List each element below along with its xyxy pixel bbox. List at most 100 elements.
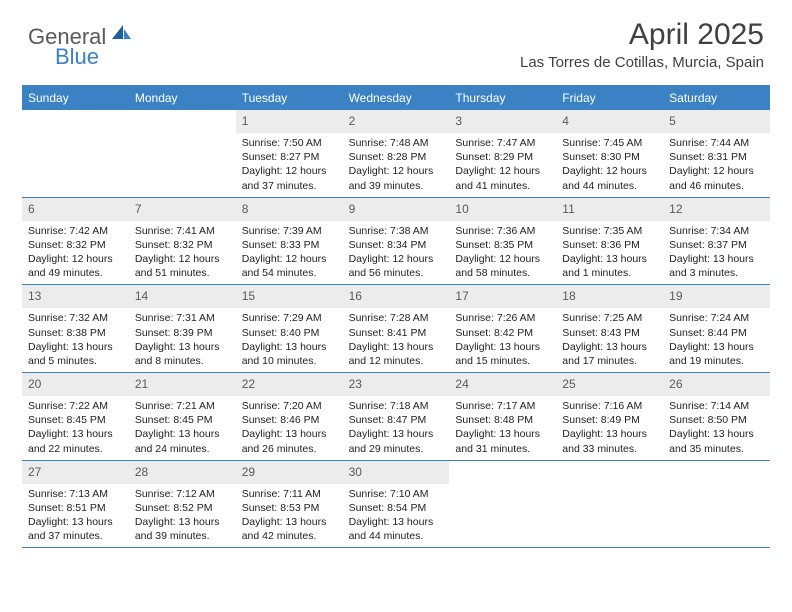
daynum-row: 3 — [449, 110, 556, 133]
day-number: 21 — [135, 377, 148, 391]
day-cell: 16 Sunrise: 7:28 AMSunset: 8:41 PMDayligh… — [343, 285, 450, 372]
day-cell: 12 Sunrise: 7:34 AMSunset: 8:37 PMDayligh… — [663, 198, 770, 285]
day-info: Sunrise: 7:34 AMSunset: 8:37 PMDaylight:… — [663, 221, 770, 285]
day-header-row: SundayMondayTuesdayWednesdayThursdayFrid… — [22, 87, 770, 110]
day-cell: 25 Sunrise: 7:16 AMSunset: 8:49 PMDayligh… — [556, 373, 663, 460]
day-number: 1 — [242, 114, 249, 128]
day-cell: 29Sunrise: 7:11 AMSunset: 8:53 PMDayligh… — [236, 461, 343, 548]
day-number: 8 — [242, 202, 249, 216]
day-number: 19 — [669, 289, 682, 303]
page-title: April 2025 — [520, 18, 764, 52]
title-block: April 2025 Las Torres de Cotillas, Murci… — [520, 18, 764, 71]
day-number: 28 — [135, 465, 148, 479]
day-number: 14 — [135, 289, 148, 303]
day-header: Friday — [556, 87, 663, 110]
day-cell: 11 Sunrise: 7:35 AMSunset: 8:36 PMDayligh… — [556, 198, 663, 285]
daynum-row: 30 — [343, 461, 450, 484]
day-number: 15 — [242, 289, 255, 303]
calendar: SundayMondayTuesdayWednesdayThursdayFrid… — [22, 85, 770, 548]
daynum-row: 1 — [236, 110, 343, 133]
day-number: 12 — [669, 202, 682, 216]
day-cell: 20Sunrise: 7:22 AMSunset: 8:45 PMDayligh… — [22, 373, 129, 460]
day-cell: 2 Sunrise: 7:48 AMSunset: 8:28 PMDaylight… — [343, 110, 450, 197]
day-number: 2 — [349, 114, 356, 128]
day-cell: 4Sunrise: 7:45 AMSunset: 8:30 PMDaylight… — [556, 110, 663, 197]
day-cell — [449, 461, 556, 548]
day-info: Sunrise: 7:31 AMSunset: 8:39 PMDaylight:… — [129, 308, 236, 372]
daynum-row: 20 — [22, 373, 129, 396]
day-cell: 14 Sunrise: 7:31 AMSunset: 8:39 PMDayligh… — [129, 285, 236, 372]
daynum-row: 23 — [343, 373, 450, 396]
daynum-row: 4 — [556, 110, 663, 133]
day-info: Sunrise: 7:10 AMSunset: 8:54 PMDaylight:… — [343, 484, 450, 548]
week-row: 6 Sunrise: 7:42 AMSunset: 8:32 PMDaylight… — [22, 198, 770, 286]
week-row: 1Sunrise: 7:50 AMSunset: 8:27 PMDaylight… — [22, 110, 770, 198]
day-info: Sunrise: 7:29 AMSunset: 8:40 PMDaylight:… — [236, 308, 343, 372]
day-cell: 17Sunrise: 7:26 AMSunset: 8:42 PMDayligh… — [449, 285, 556, 372]
day-info: Sunrise: 7:21 AMSunset: 8:45 PMDaylight:… — [129, 396, 236, 460]
day-info: Sunrise: 7:11 AMSunset: 8:53 PMDaylight:… — [236, 484, 343, 548]
day-number: 30 — [349, 465, 362, 479]
day-cell: 9Sunrise: 7:38 AMSunset: 8:34 PMDaylight… — [343, 198, 450, 285]
day-number: 3 — [455, 114, 462, 128]
daynum-row: 17 — [449, 285, 556, 308]
day-cell: 19Sunrise: 7:24 AMSunset: 8:44 PMDayligh… — [663, 285, 770, 372]
day-info: Sunrise: 7:48 AMSunset: 8:28 PMDaylight:… — [343, 133, 450, 197]
day-info: Sunrise: 7:16 AMSunset: 8:49 PMDaylight:… — [556, 396, 663, 460]
day-number: 25 — [562, 377, 575, 391]
sail-icon — [109, 23, 133, 48]
day-info: Sunrise: 7:41 AMSunset: 8:32 PMDaylight:… — [129, 221, 236, 285]
day-number: 5 — [669, 114, 676, 128]
day-header: Saturday — [663, 87, 770, 110]
daynum-row: 25 — [556, 373, 663, 396]
day-info: Sunrise: 7:28 AMSunset: 8:41 PMDaylight:… — [343, 308, 450, 372]
day-info: Sunrise: 7:35 AMSunset: 8:36 PMDaylight:… — [556, 221, 663, 285]
daynum-row: 12 — [663, 198, 770, 221]
daynum-row: 22 — [236, 373, 343, 396]
day-cell: 1Sunrise: 7:50 AMSunset: 8:27 PMDaylight… — [236, 110, 343, 197]
daynum-row: 19 — [663, 285, 770, 308]
day-cell: 22Sunrise: 7:20 AMSunset: 8:46 PMDayligh… — [236, 373, 343, 460]
day-cell: 21 Sunrise: 7:21 AMSunset: 8:45 PMDayligh… — [129, 373, 236, 460]
daynum-row: 11 — [556, 198, 663, 221]
week-row: 20Sunrise: 7:22 AMSunset: 8:45 PMDayligh… — [22, 373, 770, 461]
daynum-row: 9 — [343, 198, 450, 221]
day-header: Tuesday — [236, 87, 343, 110]
day-cell: 28 Sunrise: 7:12 AMSunset: 8:52 PMDayligh… — [129, 461, 236, 548]
day-info: Sunrise: 7:13 AMSunset: 8:51 PMDaylight:… — [22, 484, 129, 548]
day-number: 11 — [562, 202, 574, 216]
day-number: 6 — [28, 202, 35, 216]
day-cell: 24Sunrise: 7:17 AMSunset: 8:48 PMDayligh… — [449, 373, 556, 460]
weeks-container: 1Sunrise: 7:50 AMSunset: 8:27 PMDaylight… — [22, 110, 770, 548]
day-header: Monday — [129, 87, 236, 110]
day-info: Sunrise: 7:39 AMSunset: 8:33 PMDaylight:… — [236, 221, 343, 285]
day-cell: 15 Sunrise: 7:29 AMSunset: 8:40 PMDayligh… — [236, 285, 343, 372]
daynum-row: 10 — [449, 198, 556, 221]
daynum-row: 29 — [236, 461, 343, 484]
day-info: Sunrise: 7:17 AMSunset: 8:48 PMDaylight:… — [449, 396, 556, 460]
day-number: 27 — [28, 465, 41, 479]
day-info: Sunrise: 7:42 AMSunset: 8:32 PMDaylight:… — [22, 221, 129, 285]
daynum-row: 14 — [129, 285, 236, 308]
day-info: Sunrise: 7:12 AMSunset: 8:52 PMDaylight:… — [129, 484, 236, 548]
day-cell: 10Sunrise: 7:36 AMSunset: 8:35 PMDayligh… — [449, 198, 556, 285]
day-number: 13 — [28, 289, 41, 303]
week-row: 13 Sunrise: 7:32 AMSunset: 8:38 PMDayligh… — [22, 285, 770, 373]
day-info: Sunrise: 7:36 AMSunset: 8:35 PMDaylight:… — [449, 221, 556, 285]
daynum-row: 21 — [129, 373, 236, 396]
day-number: 7 — [135, 202, 142, 216]
day-header: Wednesday — [343, 87, 450, 110]
day-info: Sunrise: 7:32 AMSunset: 8:38 PMDaylight:… — [22, 308, 129, 372]
daynum-row: 2 — [343, 110, 450, 133]
daynum-row: 15 — [236, 285, 343, 308]
daynum-row: 26 — [663, 373, 770, 396]
daynum-row: 28 — [129, 461, 236, 484]
day-number: 16 — [349, 289, 362, 303]
daynum-row: 8 — [236, 198, 343, 221]
day-cell — [22, 110, 129, 197]
header: General Blue April 2025 Las Torres de Co… — [0, 0, 792, 79]
day-cell: 5Sunrise: 7:44 AMSunset: 8:31 PMDaylight… — [663, 110, 770, 197]
day-cell: 6 Sunrise: 7:42 AMSunset: 8:32 PMDaylight… — [22, 198, 129, 285]
daynum-row: 24 — [449, 373, 556, 396]
day-info: Sunrise: 7:18 AMSunset: 8:47 PMDaylight:… — [343, 396, 450, 460]
